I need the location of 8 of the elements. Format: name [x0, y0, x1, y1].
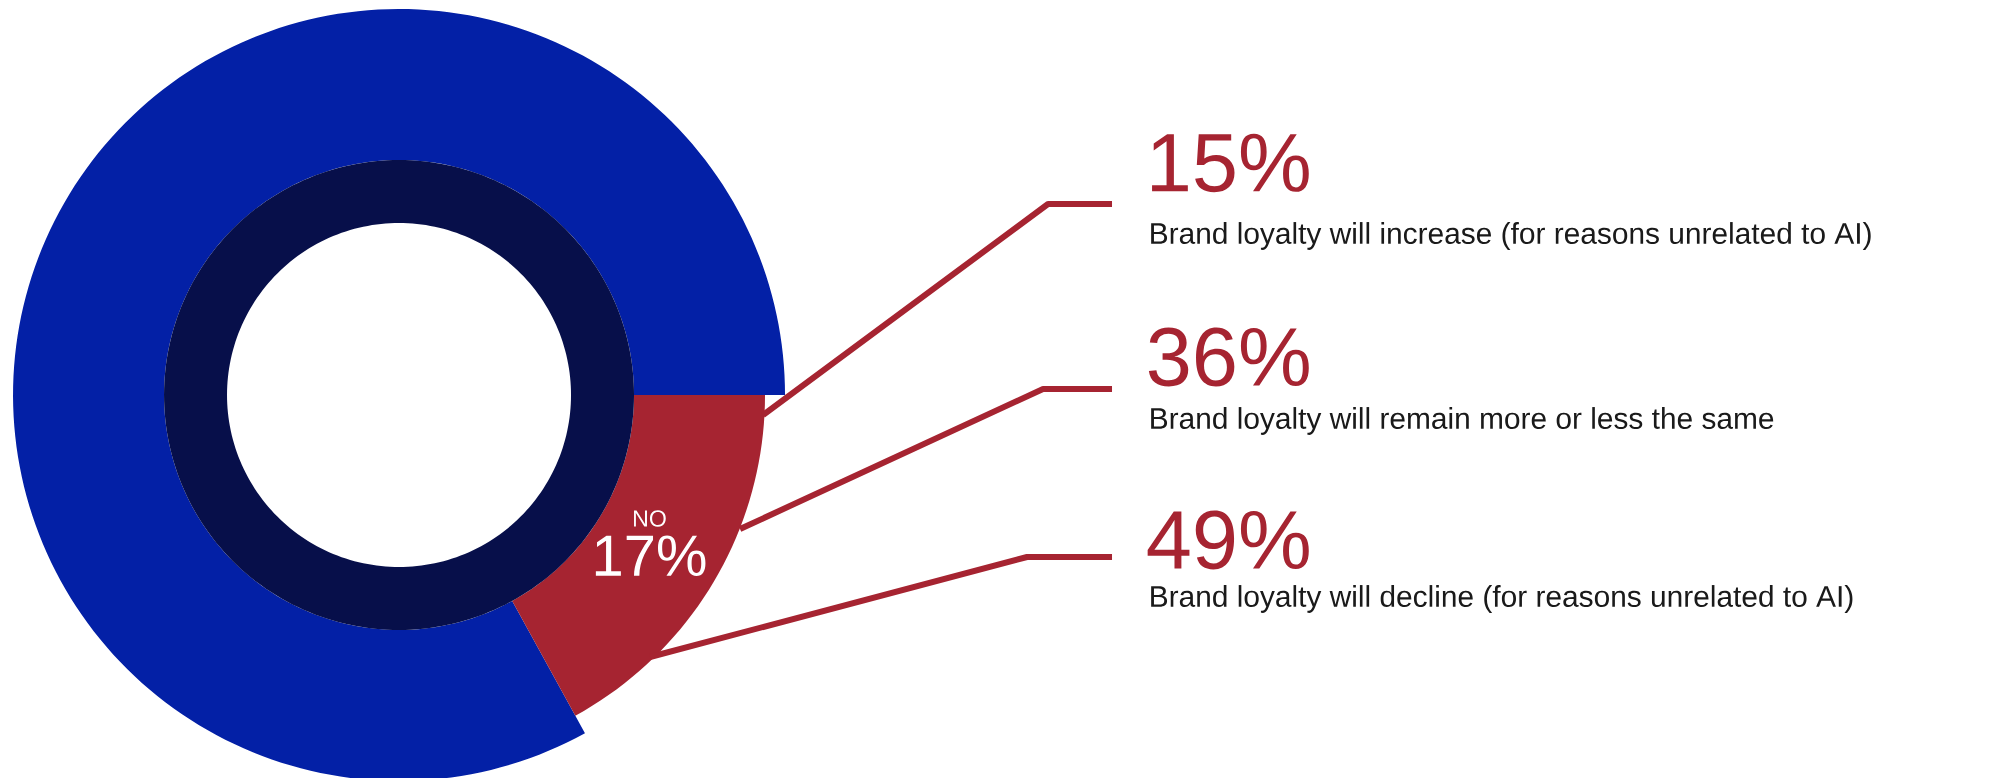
- category-label: Brand loyalty will remain more or less the same: [1151, 407, 1774, 435]
- text: 49%: [1147, 510, 1309, 570]
- text: 15%: [1152, 133, 1309, 193]
- category-label: Brand loyalty will increase (for reasons unrelated to AI): [1151, 222, 1871, 250]
- slice-label: NO: [634, 510, 666, 527]
- data-label: 17%: [595, 535, 706, 576]
- category-label: Brand loyalty will decline (for reasons unrelated to AI): [1151, 585, 1853, 613]
- text: 36%: [1148, 327, 1309, 387]
